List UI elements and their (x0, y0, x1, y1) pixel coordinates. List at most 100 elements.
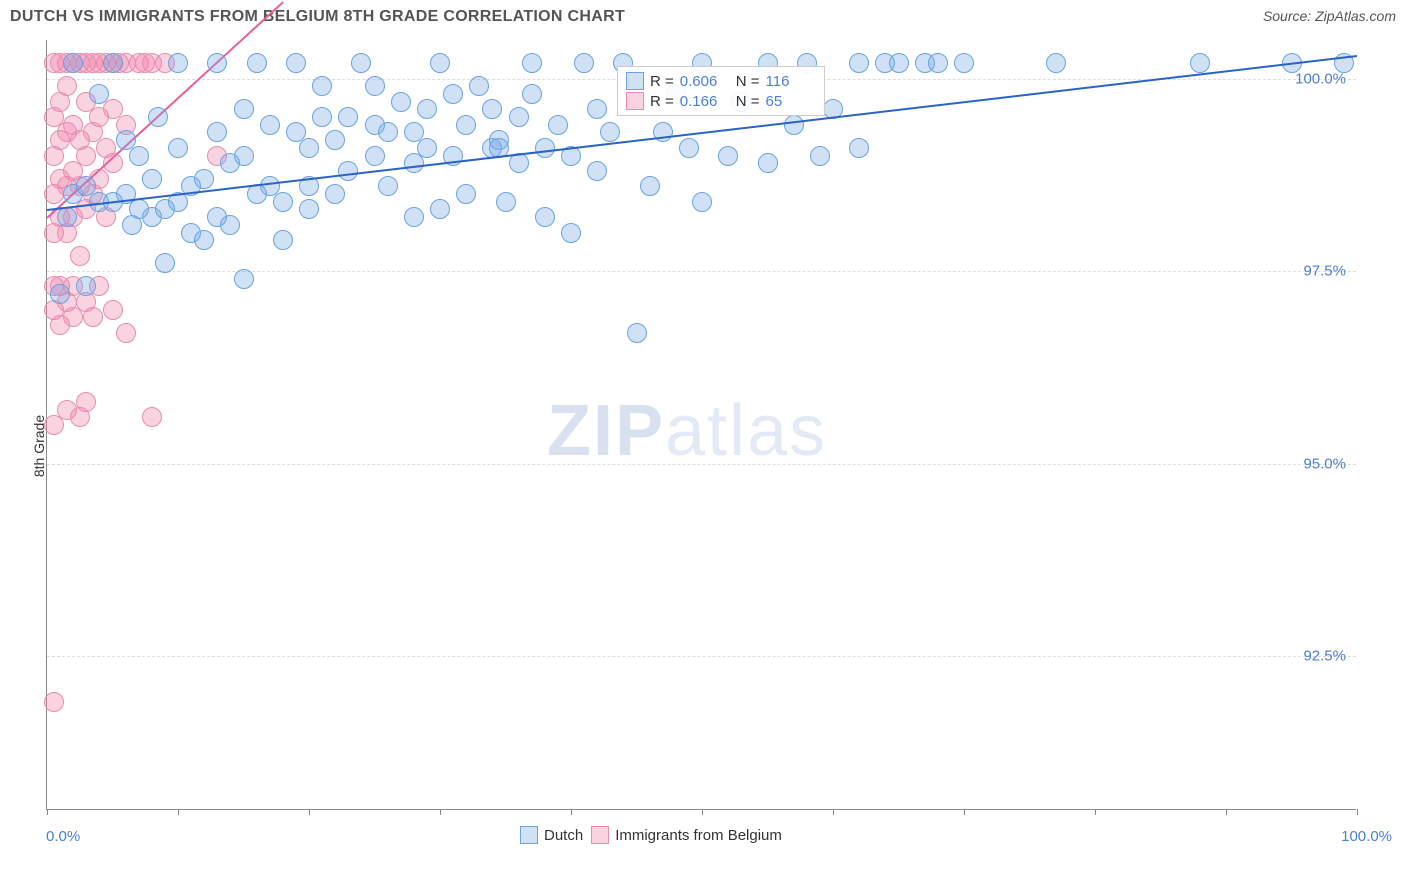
data-point-dutch (430, 199, 450, 219)
data-point-dutch (273, 230, 293, 250)
data-point-dutch (168, 53, 188, 73)
data-point-dutch (679, 138, 699, 158)
data-point-dutch (286, 53, 306, 73)
x-max-label: 100.0% (1341, 828, 1392, 845)
data-point-dutch (168, 138, 188, 158)
data-point-dutch (535, 207, 555, 227)
legend-swatch-belgium (591, 826, 609, 844)
data-point-dutch (849, 53, 869, 73)
data-point-dutch (849, 138, 869, 158)
y-tick-label: 95.0% (1303, 455, 1346, 472)
data-point-dutch (535, 138, 555, 158)
data-point-dutch (260, 115, 280, 135)
legend-swatch-dutch (520, 826, 538, 844)
data-point-dutch (417, 99, 437, 119)
data-point-dutch (207, 122, 227, 142)
data-point-dutch (456, 115, 476, 135)
data-point-dutch (234, 146, 254, 166)
data-point-dutch (1190, 53, 1210, 73)
data-point-dutch (50, 284, 70, 304)
data-point-dutch (417, 138, 437, 158)
correlation-legend: R =0.606N =116R =0.166N =65 (617, 66, 825, 116)
legend-label-belgium: Immigrants from Belgium (615, 827, 782, 844)
x-tick (47, 809, 48, 815)
data-point-dutch (810, 146, 830, 166)
y-tick-label: 92.5% (1303, 648, 1346, 665)
data-point-dutch (928, 53, 948, 73)
data-point-dutch (640, 176, 660, 196)
gridline (47, 656, 1356, 657)
data-point-dutch (469, 76, 489, 96)
data-point-dutch (312, 107, 332, 127)
x-tick (964, 809, 965, 815)
data-point-dutch (496, 192, 516, 212)
data-point-dutch (456, 184, 476, 204)
data-point-dutch (142, 169, 162, 189)
data-point-dutch (1046, 53, 1066, 73)
data-point-belgium (103, 300, 123, 320)
data-point-dutch (548, 115, 568, 135)
legend-item-dutch: Dutch (520, 826, 583, 844)
chart-source: Source: ZipAtlas.com (1263, 8, 1396, 24)
data-point-dutch (509, 107, 529, 127)
data-point-dutch (627, 323, 647, 343)
data-point-belgium (70, 246, 90, 266)
data-point-dutch (692, 192, 712, 212)
legend-row-dutch: R =0.606N =116 (626, 71, 816, 91)
data-point-dutch (155, 253, 175, 273)
data-point-dutch (194, 230, 214, 250)
data-point-dutch (325, 130, 345, 150)
x-tick (571, 809, 572, 815)
data-point-dutch (522, 53, 542, 73)
chart-header: DUTCH VS IMMIGRANTS FROM BELGIUM 8TH GRA… (10, 8, 1396, 26)
data-point-dutch (391, 92, 411, 112)
data-point-dutch (57, 207, 77, 227)
gridline (47, 464, 1356, 465)
data-point-dutch (600, 122, 620, 142)
data-point-dutch (587, 99, 607, 119)
data-point-dutch (404, 207, 424, 227)
x-tick (309, 809, 310, 815)
data-point-dutch (587, 161, 607, 181)
data-point-dutch (312, 76, 332, 96)
data-point-dutch (758, 153, 778, 173)
data-point-dutch (148, 107, 168, 127)
data-point-dutch (443, 84, 463, 104)
data-point-belgium (44, 692, 64, 712)
data-point-dutch (365, 146, 385, 166)
data-point-dutch (299, 138, 319, 158)
data-point-dutch (784, 115, 804, 135)
x-tick (1357, 809, 1358, 815)
data-point-dutch (365, 76, 385, 96)
x-tick (178, 809, 179, 815)
data-point-dutch (718, 146, 738, 166)
data-point-dutch (954, 53, 974, 73)
data-point-belgium (57, 76, 77, 96)
data-point-belgium (142, 407, 162, 427)
y-tick-label: 100.0% (1295, 70, 1346, 87)
data-point-dutch (561, 223, 581, 243)
data-point-dutch (234, 99, 254, 119)
data-point-dutch (220, 215, 240, 235)
data-point-dutch (378, 122, 398, 142)
legend-swatch-dutch (626, 72, 644, 90)
data-point-dutch (338, 161, 358, 181)
chart-title: DUTCH VS IMMIGRANTS FROM BELGIUM 8TH GRA… (10, 8, 625, 26)
data-point-dutch (103, 53, 123, 73)
data-point-dutch (482, 99, 502, 119)
data-point-dutch (351, 53, 371, 73)
data-point-belgium (83, 307, 103, 327)
data-point-dutch (234, 269, 254, 289)
data-point-dutch (194, 169, 214, 189)
x-min-label: 0.0% (46, 828, 80, 845)
legend-item-belgium: Immigrants from Belgium (591, 826, 782, 844)
legend-row-belgium: R =0.166N =65 (626, 91, 816, 111)
data-point-dutch (430, 53, 450, 73)
data-point-dutch (76, 276, 96, 296)
data-point-dutch (325, 184, 345, 204)
data-point-belgium (116, 323, 136, 343)
data-point-dutch (129, 146, 149, 166)
watermark: ZIPatlas (547, 390, 827, 472)
data-point-dutch (378, 176, 398, 196)
data-point-dutch (338, 107, 358, 127)
